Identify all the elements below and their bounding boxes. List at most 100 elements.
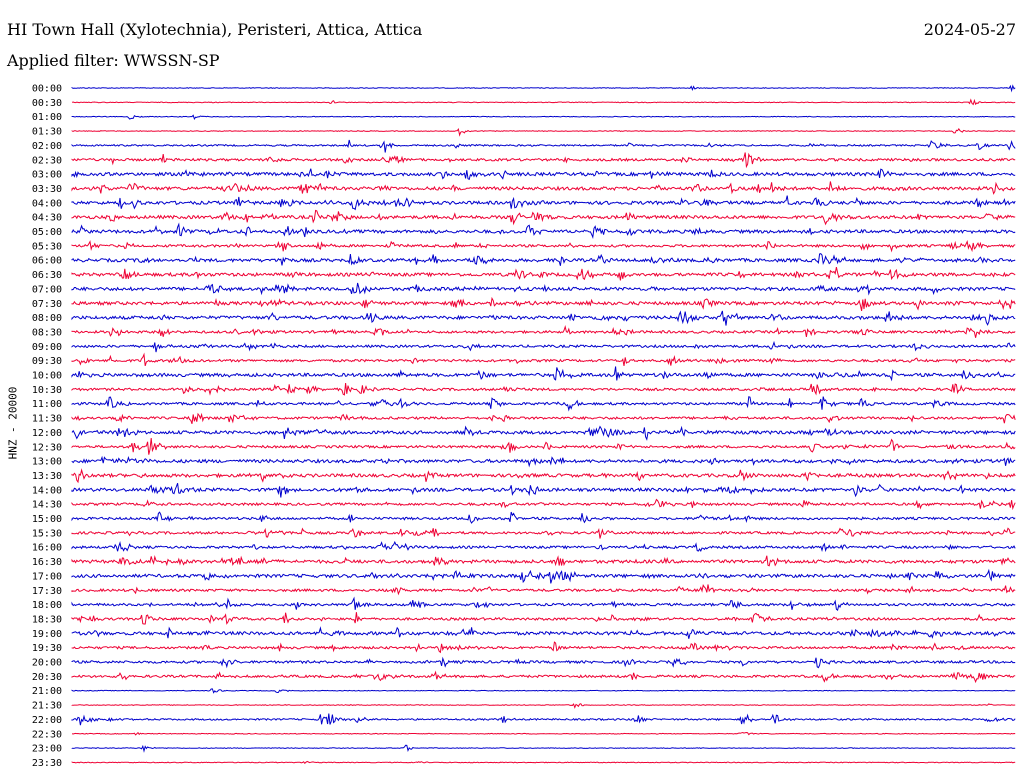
trace-line (71, 98, 1016, 106)
time-tick-label: 11:30 (32, 414, 62, 425)
time-tick-label: 10:30 (32, 385, 62, 396)
time-tick-label: 21:30 (32, 701, 62, 712)
time-tick-label: 22:00 (32, 715, 62, 726)
time-tick-label: 20:00 (32, 658, 62, 669)
trace-line (71, 168, 1016, 181)
trace-line (71, 128, 1016, 137)
trace-line (71, 340, 1016, 353)
time-tick-label: 13:30 (32, 471, 62, 482)
trace-line (71, 195, 1016, 211)
time-tick-label: 23:30 (32, 758, 62, 769)
time-tick-label: 16:30 (32, 557, 62, 568)
trace-line (71, 84, 1016, 93)
trace-line (71, 366, 1016, 382)
time-tick-label: 08:00 (32, 313, 62, 324)
time-tick-label: 09:30 (32, 356, 62, 367)
trace-line (71, 468, 1016, 484)
time-tick-label: 18:00 (32, 600, 62, 611)
time-tick-label: 10:00 (32, 371, 62, 382)
time-tick-label: 04:30 (32, 213, 62, 224)
filter-label: Applied filter: WWSSN-SP (7, 51, 220, 70)
trace-line (71, 383, 1016, 396)
time-tick-label: 19:00 (32, 629, 62, 640)
time-tick-label: 18:30 (32, 614, 62, 625)
trace-line (71, 266, 1016, 281)
trace-line (71, 596, 1016, 611)
trace-line (71, 412, 1016, 424)
trace-line (71, 396, 1016, 412)
trace-line (71, 568, 1016, 584)
time-tick-label: 05:30 (32, 241, 62, 252)
trace-line (71, 540, 1016, 553)
time-tick-label: 22:30 (32, 729, 62, 740)
trace-line (71, 656, 1016, 669)
trace-line (71, 554, 1016, 567)
time-tick-label: 06:00 (32, 256, 62, 267)
time-tick-label: 14:30 (32, 500, 62, 511)
trace-line (71, 209, 1016, 226)
time-tick-label: 20:30 (32, 672, 62, 683)
time-tick-label: 00:30 (32, 98, 62, 109)
time-tick-label: 13:00 (32, 457, 62, 468)
time-tick-label: 19:30 (32, 643, 62, 654)
trace-line (71, 688, 1016, 694)
trace-line (71, 114, 1016, 120)
trace-line (71, 253, 1016, 266)
trace-line (71, 425, 1016, 441)
time-tick-label: 17:30 (32, 586, 62, 597)
time-tick-label: 02:30 (32, 155, 62, 166)
trace-line (71, 282, 1016, 296)
trace-line (71, 222, 1016, 239)
trace-line (71, 527, 1016, 539)
trace-line (71, 437, 1016, 455)
time-tick-label: 08:30 (32, 327, 62, 338)
time-tick-label: 12:00 (32, 428, 62, 439)
time-tick-label: 03:30 (32, 184, 62, 195)
time-tick-label: 23:00 (32, 744, 62, 755)
time-tick-label: 05:00 (32, 227, 62, 238)
trace-line (71, 240, 1016, 253)
time-tick-label: 04:00 (32, 198, 62, 209)
trace-line (71, 511, 1016, 524)
trace-line (71, 670, 1016, 684)
trace-line (71, 310, 1016, 326)
trace-line (71, 324, 1016, 338)
trace-line (71, 703, 1016, 709)
trace-line (71, 483, 1016, 498)
plot-date: 2024-05-27 (923, 20, 1016, 39)
time-tick-label: 12:30 (32, 442, 62, 453)
trace-line (71, 626, 1016, 639)
trace-line (71, 760, 1016, 765)
trace-line (71, 352, 1016, 367)
trace-line (71, 498, 1016, 511)
trace-line (71, 296, 1016, 312)
time-tick-label: 16:00 (32, 543, 62, 554)
time-tick-label: 02:00 (32, 141, 62, 152)
trace-line (71, 139, 1016, 153)
time-tick-label: 15:30 (32, 528, 62, 539)
time-tick-label: 03:00 (32, 170, 62, 181)
time-tick-label: 01:00 (32, 112, 62, 123)
trace-line (71, 744, 1016, 753)
station-title: HI Town Hall (Xylotechnia), Peristeri, A… (7, 20, 423, 39)
trace-line (71, 641, 1016, 654)
time-tick-label: 07:30 (32, 299, 62, 310)
time-tick-label: 11:00 (32, 399, 62, 410)
time-tick-label: 06:30 (32, 270, 62, 281)
trace-line (71, 455, 1016, 468)
time-tick-label: 09:00 (32, 342, 62, 353)
time-tick-label: 15:00 (32, 514, 62, 525)
time-tick-label: 17:00 (32, 571, 62, 582)
time-tick-label: 14:00 (32, 485, 62, 496)
trace-line (71, 152, 1016, 169)
trace-line (71, 181, 1016, 195)
time-tick-label: 00:00 (32, 84, 62, 95)
trace-line (71, 731, 1016, 736)
time-tick-label: 07:00 (32, 284, 62, 295)
time-tick-label: 01:30 (32, 127, 62, 138)
trace-line (71, 612, 1016, 625)
trace-line (71, 713, 1016, 726)
trace-line (71, 584, 1016, 596)
time-tick-label: 21:00 (32, 686, 62, 697)
